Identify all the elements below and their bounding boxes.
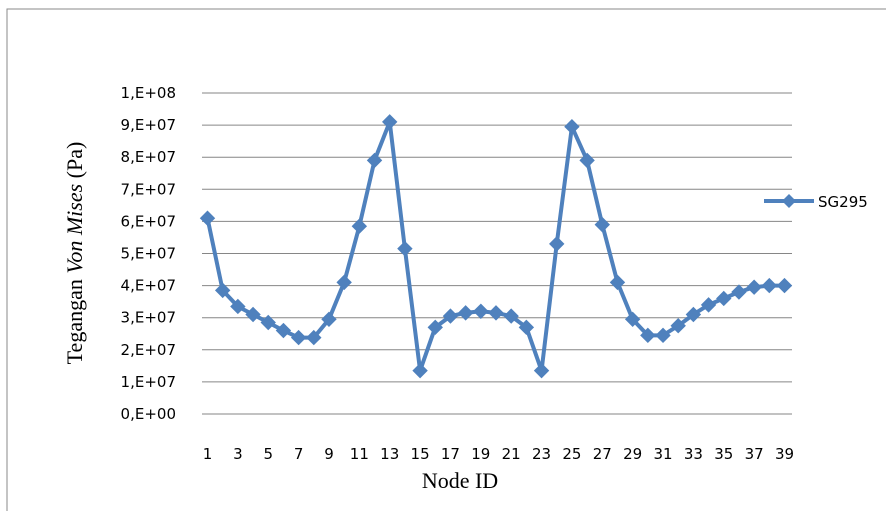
data-point — [245, 306, 261, 323]
x-tick-label: 7 — [294, 445, 304, 463]
x-tick-label: 3 — [233, 445, 243, 463]
y-tick-label: 1,E+07 — [121, 373, 176, 391]
x-tick-label: 31 — [653, 445, 672, 463]
x-tick-label: 37 — [745, 445, 764, 463]
data-point — [564, 118, 580, 135]
y-tick-label: 5,E+07 — [121, 245, 176, 263]
data-point — [731, 284, 747, 300]
x-tick-label: 5 — [263, 445, 273, 463]
x-tick-label: 25 — [562, 445, 581, 463]
y-tick-label: 6,E+07 — [121, 212, 176, 230]
x-tick-label: 17 — [441, 445, 460, 463]
data-point — [670, 318, 686, 334]
x-tick-label: 39 — [775, 445, 794, 463]
data-point — [655, 327, 671, 344]
data-point — [624, 311, 641, 328]
y-tick-label: 0,E+00 — [121, 405, 176, 423]
data-point — [457, 305, 474, 321]
y-tick-labels: 0,E+00 1,E+07 2,E+07 3,E+07 4,E+07 5,E+07 6,E+… — [121, 84, 176, 423]
data-point — [397, 240, 413, 257]
x-tick-label: 11 — [350, 445, 369, 463]
x-tick-label: 29 — [623, 445, 642, 463]
data-point — [533, 362, 550, 379]
data-point — [214, 282, 231, 299]
data-point — [275, 322, 292, 339]
x-tick-label: 13 — [380, 445, 399, 463]
data-point — [290, 329, 307, 346]
x-tick-label: 9 — [324, 445, 334, 463]
data-point — [321, 311, 337, 328]
data-point — [488, 305, 504, 321]
data-point — [716, 290, 732, 307]
data-point — [549, 236, 565, 252]
data-point — [746, 279, 762, 295]
y-tick-label: 2,E+07 — [121, 341, 176, 359]
legend-marker — [782, 194, 796, 208]
data-point — [427, 319, 443, 336]
data-point — [685, 306, 702, 323]
data-point — [412, 362, 428, 379]
y-axis-title-italic: Von Mises — [62, 184, 87, 274]
data-point — [609, 274, 626, 291]
data-point — [199, 210, 216, 226]
data-point — [473, 303, 489, 319]
data-point — [594, 216, 610, 233]
x-tick-label: 33 — [684, 445, 703, 463]
x-tick-label: 1 — [203, 445, 213, 463]
x-tick-label: 21 — [502, 445, 521, 463]
y-axis-title-prefix: Tegangan — [62, 274, 87, 365]
data-point — [761, 277, 778, 294]
y-tick-label: 7,E+07 — [121, 180, 176, 198]
gridlines — [202, 92, 792, 415]
data-point — [382, 114, 398, 130]
x-tick-label: 23 — [532, 445, 551, 463]
y-axis-title: Tegangan Von Mises (Pa) — [62, 142, 87, 365]
x-tick-labels: 1 3 5 7 9 11 13 15 17 19 21 23 25 27 29 31 33 35 37 39 — [203, 445, 794, 463]
data-point — [351, 218, 368, 234]
data-point — [336, 274, 352, 291]
y-tick-label: 3,E+07 — [121, 309, 176, 327]
x-tick-label: 35 — [714, 445, 733, 463]
data-point — [776, 277, 793, 294]
y-tick-label: 4,E+07 — [121, 277, 176, 295]
y-axis-title-suffix: (Pa) — [62, 142, 87, 184]
series-layer — [199, 114, 793, 379]
data-point — [503, 308, 519, 324]
x-tick-label: 15 — [411, 445, 430, 463]
data-point — [640, 327, 656, 344]
x-tick-label: 19 — [471, 445, 490, 463]
x-axis-title: Node ID — [422, 468, 498, 493]
y-tick-label: 9,E+07 — [121, 116, 176, 134]
data-point — [579, 152, 595, 169]
data-point — [700, 297, 717, 313]
data-point — [366, 152, 383, 169]
y-tick-label: 1,E+08 — [121, 84, 176, 102]
data-point — [442, 308, 459, 324]
data-point — [518, 319, 535, 336]
x-tick-label: 27 — [593, 445, 612, 463]
data-point — [230, 298, 246, 315]
data-point — [260, 314, 276, 331]
legend: SG295 — [764, 193, 868, 211]
legend-label: SG295 — [818, 193, 868, 211]
y-tick-label: 8,E+07 — [121, 148, 176, 166]
data-point — [306, 329, 322, 346]
